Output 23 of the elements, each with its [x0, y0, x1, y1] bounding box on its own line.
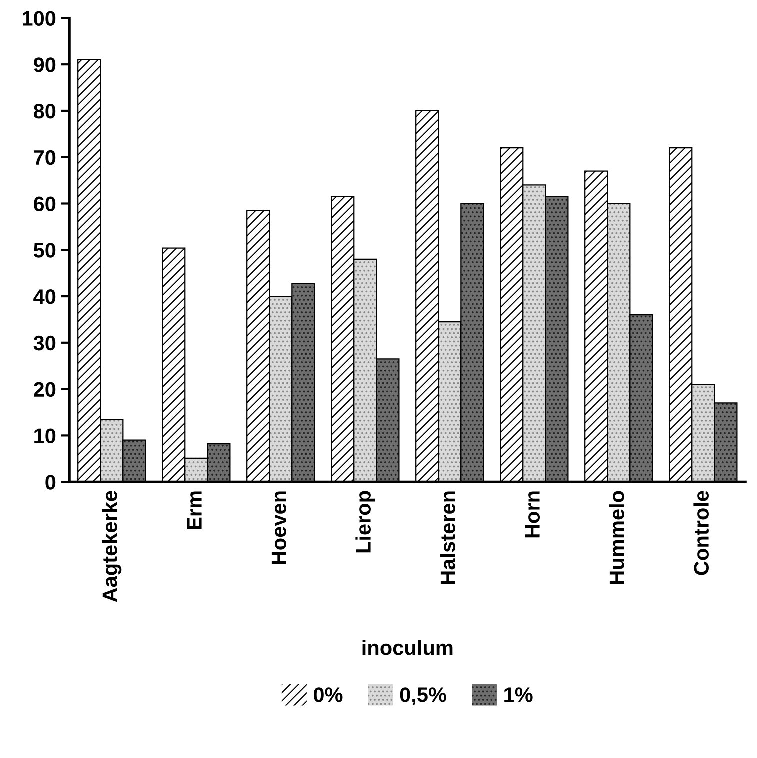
legend-label: 0,5%: [400, 688, 446, 706]
x-tick-label: Hummelo: [609, 491, 624, 584]
y-tick-label: 100: [23, 11, 56, 26]
x-tick-label: Aagtekerke: [102, 491, 122, 602]
x-tick-label: Halsteren: [440, 492, 456, 584]
y-tick-label: 30: [34, 336, 56, 351]
y-tick-label: 50: [34, 243, 56, 258]
x-tick-label: Controle: [694, 491, 709, 576]
y-tick-label: 80: [34, 104, 56, 119]
y-tick-label: 20: [34, 382, 56, 398]
x-tick-label: Horn: [525, 492, 540, 538]
y-tick-label: 70: [34, 150, 56, 166]
x-tick-label: Hoeven: [272, 492, 286, 564]
y-tick-label: 0: [46, 475, 56, 490]
legend-title: inoculum: [362, 640, 453, 656]
legend-label: 0%: [314, 688, 343, 702]
y-tick-label: 60: [34, 196, 56, 212]
x-tick-label: Erm: [187, 492, 202, 530]
legend-label: 1%: [504, 688, 533, 702]
y-tick-label: 40: [34, 290, 56, 304]
y-tick-label: 10: [34, 428, 56, 444]
x-tick-label: Lierop: [356, 491, 376, 553]
y-tick-label: 90: [34, 58, 56, 72]
